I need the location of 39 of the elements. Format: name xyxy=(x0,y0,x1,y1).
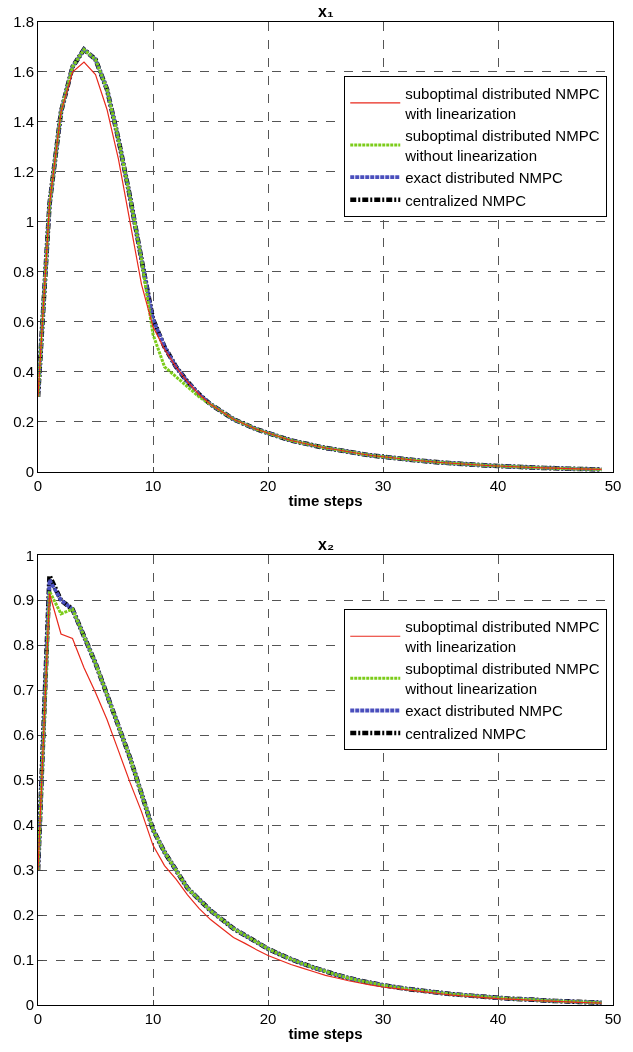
y-tick-label: 0.9 xyxy=(13,591,34,609)
y-tick-label: 0.5 xyxy=(13,771,34,789)
legend-label: exact distributed NMPC xyxy=(405,169,563,187)
x-tick-label: 40 xyxy=(489,476,507,494)
x-tick-label: 10 xyxy=(144,476,162,494)
y-tick-label: 0.4 xyxy=(13,363,34,381)
y-tick-label: 0 xyxy=(25,462,34,480)
y-tick-label: 1.6 xyxy=(13,63,34,81)
y-tick-label: 0.6 xyxy=(13,726,34,744)
y-tick-label: 1.2 xyxy=(13,163,34,181)
y-tick-label: 0.2 xyxy=(13,906,34,924)
x-axis-title: time steps xyxy=(288,491,363,509)
y-tick-label: 1 xyxy=(25,546,34,564)
y-tick-label: 1 xyxy=(25,213,34,231)
y-tick-label: 0.8 xyxy=(13,636,34,654)
legend-label: centralized NMPC xyxy=(405,724,527,742)
x-tick-label: 50 xyxy=(604,1010,622,1027)
chart-title: x₁ xyxy=(318,3,334,20)
y-tick-label: 0.2 xyxy=(13,413,34,430)
y-tick-label: 0.8 xyxy=(13,263,34,281)
x-tick-label: 10 xyxy=(144,1010,162,1027)
x-tick-label: 20 xyxy=(259,476,277,494)
legend-label: centralized NMPC xyxy=(405,191,527,209)
y-tick-label: 0.4 xyxy=(13,816,34,834)
y-tick-label: 0.3 xyxy=(13,861,34,879)
y-tick-label: 0.6 xyxy=(13,313,34,331)
x-axis-title: time steps xyxy=(288,1025,363,1042)
y-tick-label: 1.8 xyxy=(13,13,34,31)
y-tick-label: 0.1 xyxy=(13,951,34,969)
x-tick-label: 50 xyxy=(604,476,622,494)
x-tick-label: 30 xyxy=(374,1010,392,1027)
y-tick-label: 0 xyxy=(25,996,34,1014)
x-tick-label: 40 xyxy=(489,1010,507,1027)
y-tick-label: 0.7 xyxy=(13,681,34,699)
chart-title: x₂ xyxy=(318,536,335,553)
y-tick-label: 1.4 xyxy=(13,113,34,131)
x-tick-label: 20 xyxy=(259,1010,277,1027)
x-tick-label: 30 xyxy=(374,476,392,494)
legend-label: exact distributed NMPC xyxy=(405,702,563,720)
